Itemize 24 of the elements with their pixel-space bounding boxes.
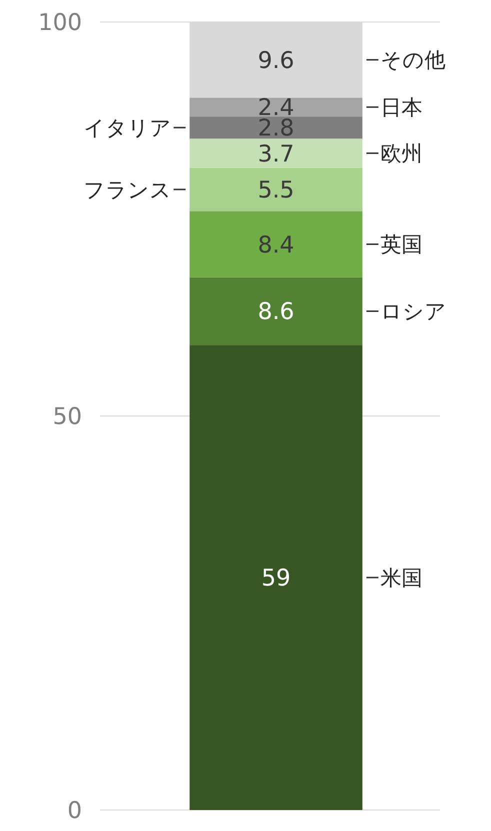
data-label: 8.6 [258, 299, 294, 326]
data-label: 8.4 [258, 232, 294, 258]
bar [190, 138, 362, 168]
bar [190, 211, 362, 278]
bar [190, 277, 362, 346]
series-label: 欧州 [380, 142, 422, 166]
data-label: 3.7 [258, 141, 294, 168]
series-label: フランス [84, 178, 172, 202]
y-tick-label: 50 [52, 404, 82, 430]
bar [190, 98, 362, 117]
y-tick-label: 0 [67, 798, 82, 824]
bar [190, 116, 362, 139]
series-label: イタリア [84, 116, 172, 140]
series-label: 日本 [380, 95, 422, 120]
series-label: 英国 [380, 232, 422, 257]
series-label: ロシア [380, 300, 446, 324]
bar [190, 168, 362, 212]
y-tick-label: 100 [38, 10, 82, 36]
series-label: その他 [380, 48, 446, 72]
data-label: 9.6 [258, 48, 294, 74]
series-label: 米国 [380, 566, 422, 590]
data-label: 59 [261, 566, 291, 592]
bar [190, 345, 362, 810]
data-label: 5.5 [258, 178, 294, 204]
